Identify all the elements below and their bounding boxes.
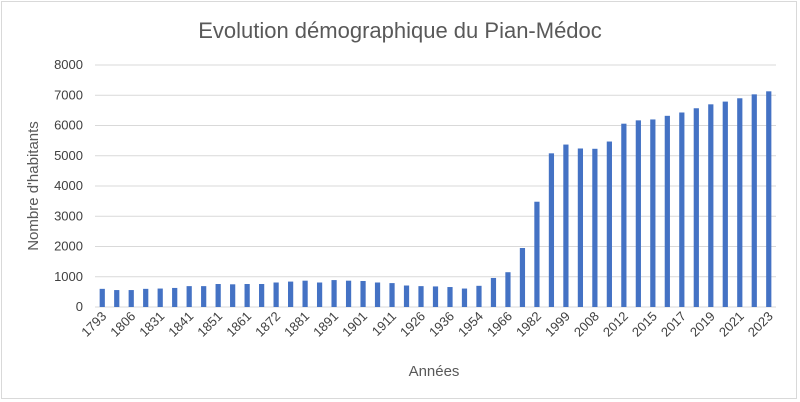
- y-tick-label: 5000: [54, 148, 83, 163]
- bar-2013: [635, 120, 641, 307]
- bar-1906: [374, 282, 381, 307]
- x-tick-label: 1881: [281, 309, 312, 340]
- bar-1936: [447, 287, 453, 307]
- bar-1861: [244, 284, 250, 307]
- y-tick-label: 2000: [54, 239, 83, 254]
- x-axis-label: Années: [409, 363, 460, 380]
- x-tick-label: 1901: [339, 309, 370, 340]
- bar-2023: [766, 91, 772, 307]
- bar-1806: [128, 290, 134, 307]
- bar-1954: [476, 285, 482, 307]
- bar-1856: [230, 284, 236, 307]
- x-tick-label: 1954: [455, 309, 486, 340]
- x-tick-label: 2021: [716, 309, 747, 340]
- bar-1866: [259, 284, 265, 307]
- x-tick-label: 2019: [687, 309, 718, 340]
- bar-2006: [577, 148, 584, 307]
- bar-1901: [360, 280, 366, 307]
- bar-1911: [389, 283, 395, 307]
- bar-1821: [143, 288, 149, 307]
- bar-1841: [186, 286, 192, 307]
- bar-1946: [461, 288, 468, 307]
- bar-1982: [534, 201, 540, 307]
- bar-1846: [201, 286, 207, 307]
- x-tick-label: 2015: [629, 309, 660, 340]
- bar-2008: [592, 148, 598, 307]
- bar-1891: [331, 280, 337, 307]
- x-tick-label: 1861: [223, 309, 254, 340]
- bar-1881: [302, 280, 308, 307]
- x-tick-label: 1966: [484, 309, 515, 340]
- bar-1876: [288, 281, 294, 307]
- bar-2019: [708, 104, 714, 307]
- x-tick-label: 2023: [745, 309, 776, 340]
- x-tick-label: 1999: [542, 309, 573, 340]
- x-tick-label: 1841: [165, 309, 196, 340]
- x-tick-label: 1936: [426, 309, 457, 340]
- y-tick-label: 1000: [54, 269, 83, 284]
- bar-1975: [519, 248, 526, 307]
- y-tick-label: 6000: [54, 118, 83, 133]
- x-tick-label: 1911: [369, 309, 399, 339]
- x-tick-label: 1891: [310, 309, 341, 340]
- bar-1872: [273, 282, 279, 307]
- bar-2018: [693, 108, 699, 307]
- y-tick-label: 4000: [54, 178, 83, 193]
- x-tick-label: 2008: [571, 309, 602, 340]
- bar-2012: [621, 123, 627, 307]
- y-axis-ticks: 0 1000 2000 3000 4000 5000 6000 7000 8000: [54, 57, 83, 314]
- x-tick-label: 2017: [658, 309, 689, 340]
- bar-2022: [751, 94, 757, 307]
- gridlines: [95, 64, 776, 308]
- y-tick-label: 0: [76, 299, 83, 314]
- bar-1800: [114, 290, 120, 307]
- x-tick-label: 1982: [513, 309, 544, 340]
- bar-2016: [664, 115, 670, 307]
- x-tick-label: 1926: [397, 309, 428, 340]
- x-tick-label: 1831: [136, 309, 167, 340]
- bar-1851: [215, 284, 221, 307]
- chart-title: Evolution démographique du Pian-Médoc: [198, 18, 602, 43]
- bar-1921: [403, 285, 410, 307]
- bar-2015: [650, 119, 656, 307]
- bar-1926: [418, 286, 424, 307]
- bar-1999: [563, 144, 569, 307]
- bar-2009: [606, 141, 612, 307]
- x-tick-label: 1872: [252, 309, 283, 340]
- y-tick-label: 3000: [54, 208, 83, 223]
- y-axis-label: Nombre d'habitants: [25, 121, 42, 251]
- bar-1886: [316, 282, 323, 307]
- bar-1962: [490, 277, 497, 307]
- bars: [99, 91, 772, 308]
- bar-1931: [432, 286, 439, 307]
- bar-2020: [722, 101, 728, 307]
- bar-2021: [737, 98, 743, 308]
- bar-1966: [505, 272, 511, 307]
- x-axis-ticks: 1793180618311841185118611872188118911901…: [78, 309, 776, 340]
- bar-1793: [99, 288, 105, 307]
- y-tick-label: 7000: [54, 87, 83, 102]
- x-tick-label: 2012: [600, 309, 631, 340]
- bar-1831: [157, 288, 163, 307]
- bar-2017: [679, 112, 685, 308]
- bar-1896: [345, 280, 352, 307]
- bar-1836: [172, 287, 178, 307]
- x-tick-label: 1806: [107, 309, 138, 340]
- x-tick-label: 1851: [194, 309, 225, 340]
- y-tick-label: 8000: [54, 57, 83, 72]
- bar-1990: [548, 153, 555, 307]
